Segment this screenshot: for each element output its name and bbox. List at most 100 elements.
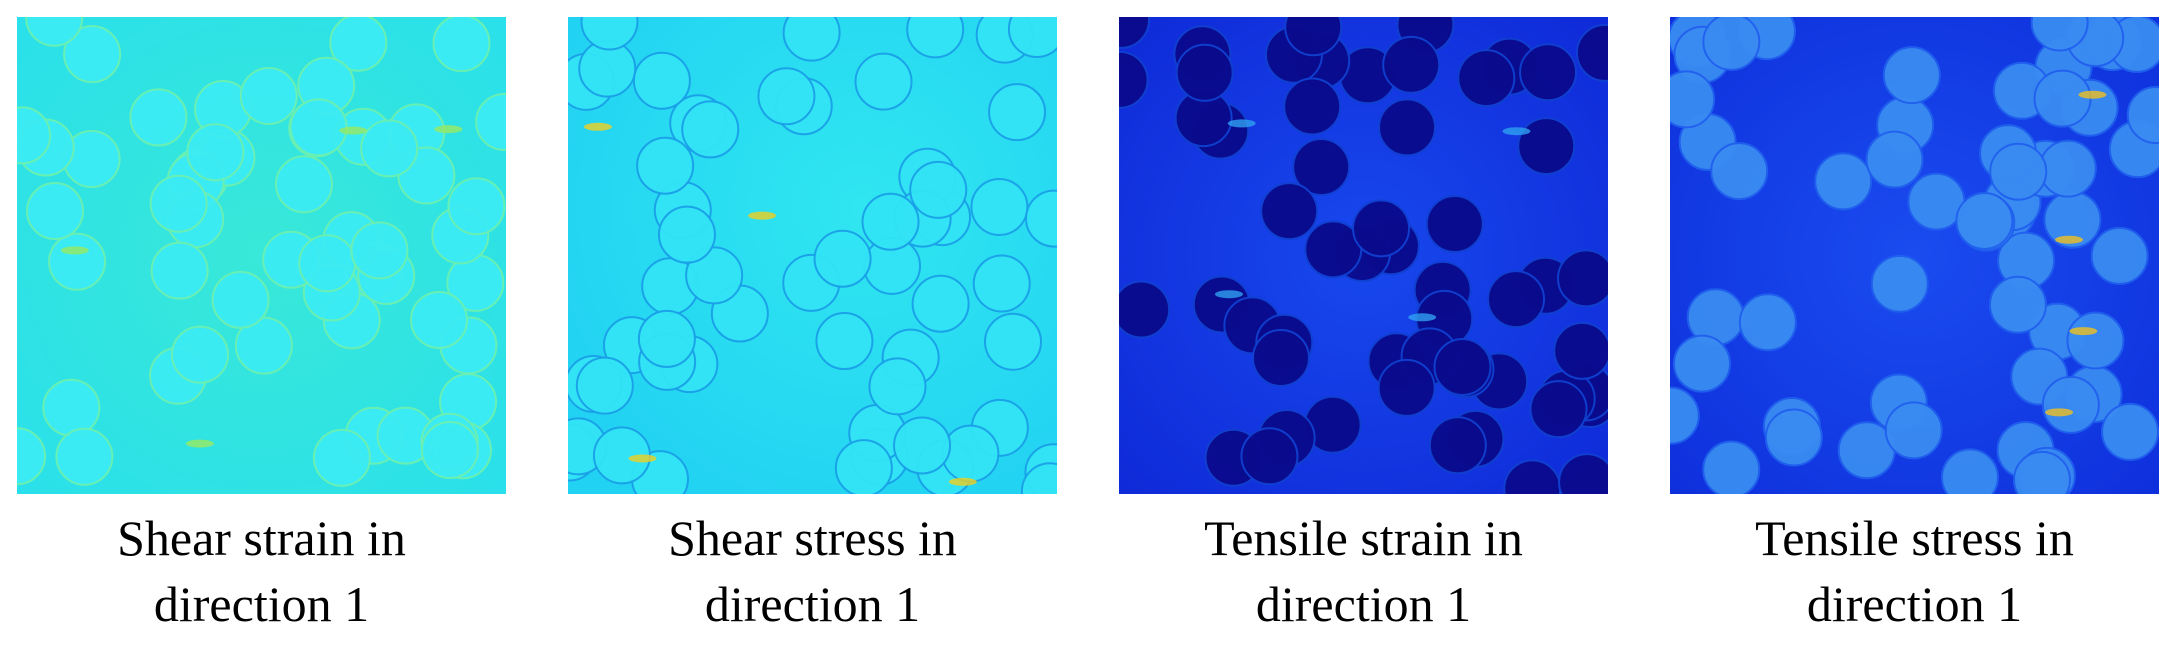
fiber <box>1519 43 1578 102</box>
fiber <box>1240 427 1299 486</box>
hot-spot <box>434 125 463 134</box>
fiber <box>55 427 114 486</box>
hot-spot <box>1502 127 1531 136</box>
fiber <box>1670 386 1700 445</box>
fiber <box>1738 293 1797 352</box>
hot-spot <box>583 122 612 131</box>
hot-spot <box>60 246 89 255</box>
caption-line: Shear stress in <box>668 510 957 566</box>
hot-spot <box>748 211 777 220</box>
hot-spot <box>1227 119 1256 128</box>
fiber <box>1487 270 1546 329</box>
hot-spot <box>185 439 214 448</box>
fiber <box>1378 98 1437 157</box>
caption-line: direction 1 <box>705 576 920 632</box>
fiber <box>1428 416 1487 475</box>
fiber <box>17 427 47 486</box>
fiber <box>239 66 298 125</box>
fiber <box>1955 191 2014 250</box>
fiber <box>1119 50 1149 109</box>
fiber <box>211 270 270 329</box>
fiber <box>1553 321 1608 380</box>
fiber <box>813 229 872 288</box>
fiber <box>1284 17 1343 57</box>
fiber <box>1352 199 1411 258</box>
fiber <box>2126 86 2159 145</box>
fiber <box>861 192 920 251</box>
caption-line: direction 1 <box>1256 576 1471 632</box>
fiber <box>782 17 841 62</box>
fiber <box>1119 280 1171 339</box>
contour-image <box>1119 17 1608 494</box>
hot-spot <box>2078 90 2107 99</box>
fiber <box>1260 182 1319 241</box>
contour-image <box>568 17 1057 494</box>
fiber <box>350 221 409 280</box>
fiber <box>757 67 816 126</box>
fiber <box>2012 450 2071 494</box>
fiber <box>447 177 506 236</box>
fiber <box>575 356 634 415</box>
fiber <box>149 174 208 233</box>
fiber <box>1710 142 1769 201</box>
fiber <box>1007 17 1057 59</box>
fiber <box>1884 401 1943 460</box>
fiber <box>1457 49 1516 108</box>
fiber <box>1433 337 1492 396</box>
fiber <box>1702 17 1761 71</box>
fiber <box>909 160 968 219</box>
caption-line: direction 1 <box>1807 576 2022 632</box>
fiber <box>274 155 333 214</box>
fiber <box>911 274 970 333</box>
fiber <box>815 312 874 371</box>
fiber <box>2033 69 2092 128</box>
contour-image <box>1670 17 2159 494</box>
fiber <box>410 290 469 349</box>
fiber <box>129 88 188 147</box>
fiber <box>2090 226 2149 285</box>
fiber <box>1529 380 1588 439</box>
fiber <box>1988 275 2047 334</box>
fiber <box>1814 152 1873 211</box>
fiber <box>2101 402 2159 461</box>
caption-line: Shear strain in <box>117 510 406 566</box>
fiber <box>893 416 952 475</box>
fiber <box>970 177 1029 236</box>
fiber <box>1670 70 1716 129</box>
fiber <box>1020 462 1057 494</box>
fiber <box>1882 46 1941 105</box>
fiber <box>42 378 101 437</box>
fiber <box>685 246 744 305</box>
fiber <box>868 357 927 416</box>
fiber <box>580 17 639 51</box>
fiber <box>1575 23 1608 82</box>
fiber <box>1870 254 1929 313</box>
fiber <box>1377 358 1436 417</box>
fiber <box>637 309 696 368</box>
fiber <box>681 100 740 159</box>
hot-spot <box>2045 408 2074 417</box>
fiber <box>432 17 491 73</box>
fiber <box>988 83 1047 142</box>
fiber <box>972 254 1031 313</box>
caption-line: Tensile strain in <box>1204 510 1523 566</box>
fiber <box>26 182 85 241</box>
fiber <box>329 17 388 72</box>
fiber <box>983 312 1042 371</box>
fiber <box>1283 77 1342 136</box>
fiber <box>2066 311 2125 370</box>
fiber <box>186 123 245 182</box>
fiber <box>1702 440 1761 494</box>
fiber <box>234 316 293 375</box>
fiber <box>636 136 695 195</box>
fiber <box>834 439 893 494</box>
fiber <box>360 119 419 178</box>
fiber <box>17 106 52 165</box>
hot-spot <box>2055 235 2084 244</box>
hot-spot <box>1408 313 1437 322</box>
fiber <box>475 92 506 151</box>
fiber <box>289 98 348 157</box>
fiber <box>150 241 209 300</box>
fiber <box>63 25 122 84</box>
